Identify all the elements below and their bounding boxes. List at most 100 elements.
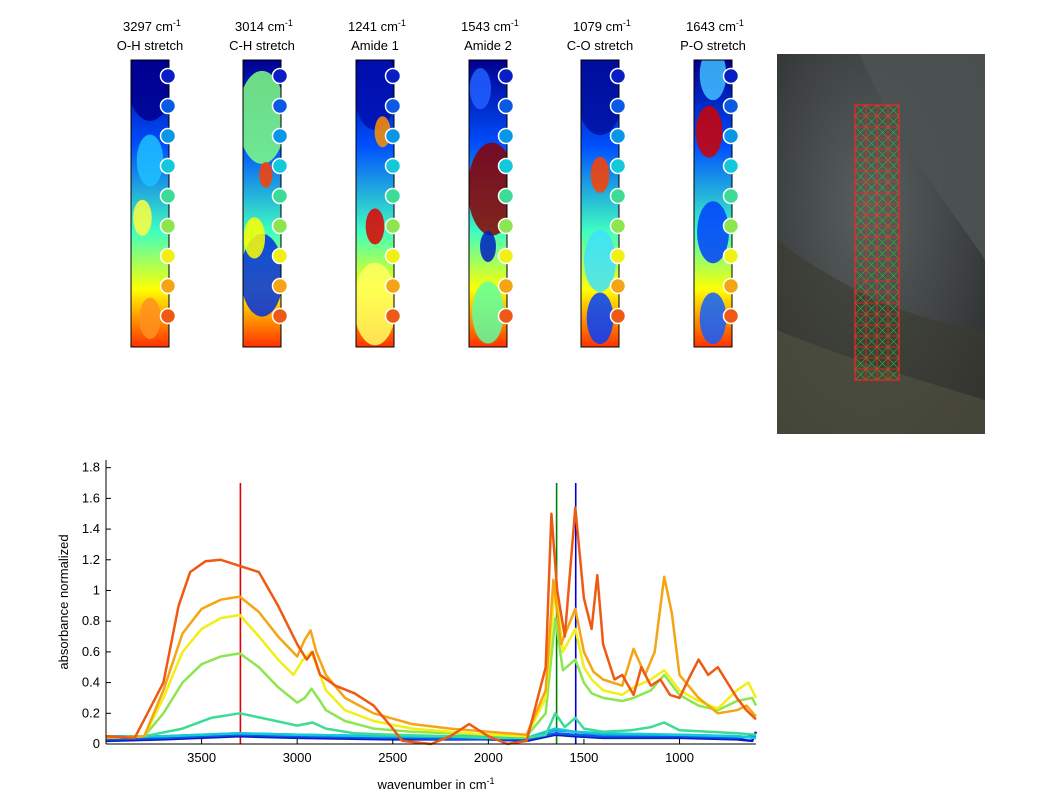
y-tick-label: 0.4 — [82, 675, 100, 690]
position-marker — [497, 67, 515, 85]
y-tick-label: 0.8 — [82, 613, 100, 628]
position-marker — [271, 247, 289, 265]
position-marker — [271, 187, 289, 205]
heatmap-blob — [243, 70, 281, 164]
x-tick-label: 1000 — [665, 750, 694, 765]
spectrum-line — [105, 581, 758, 740]
position-marker — [159, 67, 177, 85]
position-marker — [609, 157, 627, 175]
position-marker — [159, 217, 177, 235]
position-marker — [159, 247, 177, 265]
position-marker — [497, 157, 515, 175]
position-marker — [159, 157, 177, 175]
heatmap-panel: 1543 cm-1 Amide 2 — [461, 18, 519, 348]
heatmap-blob — [699, 60, 727, 101]
heatmap-wavenumber: 1079 cm-1 — [573, 18, 631, 34]
heatmap-panel: 1079 cm-1 C-O stretch — [567, 18, 633, 348]
heatmap-panel: 3297 cm-1 O-H stretch — [117, 18, 183, 348]
microscope-image — [777, 54, 985, 434]
heatmap-wavenumber: 3014 cm-1 — [235, 18, 293, 34]
heatmap-blob — [697, 201, 729, 264]
position-marker — [384, 247, 402, 265]
heatmap-band: C-H stretch — [229, 38, 295, 53]
y-tick-label: 1 — [93, 582, 100, 597]
position-marker — [159, 187, 177, 205]
x-tick-label: 2000 — [474, 750, 503, 765]
y-tick-label: 1.8 — [82, 460, 100, 475]
position-marker — [384, 307, 402, 325]
y-tick-label: 0.6 — [82, 644, 100, 659]
position-marker — [609, 277, 627, 295]
heatmap-blob — [590, 156, 610, 193]
heatmap-blob — [472, 281, 504, 344]
heatmap-blob — [131, 60, 169, 121]
position-marker — [722, 157, 740, 175]
heatmap-panel: 1241 cm-1 Amide 1 — [348, 18, 406, 348]
position-marker — [271, 277, 289, 295]
position-marker — [722, 277, 740, 295]
heatmap-blob — [356, 262, 394, 346]
position-marker — [271, 97, 289, 115]
y-tick-label: 0 — [93, 736, 100, 751]
y-axis-label: absorbance normalized — [56, 534, 71, 669]
position-marker — [497, 127, 515, 145]
y-tick-label: 1.6 — [82, 490, 100, 505]
heatmap-wavenumber: 1643 cm-1 — [686, 18, 744, 34]
heatmap-blob — [480, 231, 496, 263]
position-marker — [271, 157, 289, 175]
position-marker — [497, 247, 515, 265]
position-marker — [722, 247, 740, 265]
spectrum-chart: 3500 3000 2500 2000 1500 1000 0 0.2 0.4 0.6 0.8 1 1… — [56, 460, 758, 792]
x-tick-label: 1500 — [569, 750, 598, 765]
position-marker — [384, 67, 402, 85]
position-marker — [609, 217, 627, 235]
heatmap-blob — [469, 68, 492, 110]
heatmap-blob — [581, 60, 619, 136]
heatmap-band: O-H stretch — [117, 38, 183, 53]
heatmap-blob — [259, 161, 273, 188]
heatmap-blob — [584, 229, 616, 292]
x-tick-label: 3000 — [283, 750, 312, 765]
x-tick-label: 3500 — [187, 750, 216, 765]
position-marker — [159, 277, 177, 295]
position-marker — [609, 307, 627, 325]
position-marker — [384, 157, 402, 175]
heatmap-blob — [586, 292, 614, 345]
y-tick-label: 1.2 — [82, 552, 100, 567]
heatmap-wavenumber: 3297 cm-1 — [123, 18, 181, 34]
measurement-grid — [854, 104, 900, 381]
heatmap-panel: 3014 cm-1 C-H stretch — [229, 18, 295, 348]
position-marker — [384, 97, 402, 115]
position-marker — [159, 307, 177, 325]
x-tick-label: 2500 — [378, 750, 407, 765]
position-marker — [271, 67, 289, 85]
spectrum-line — [105, 575, 757, 740]
heatmap-band: P-O stretch — [680, 38, 746, 53]
position-marker — [722, 97, 740, 115]
position-marker — [609, 67, 627, 85]
spectrum-line — [105, 506, 757, 746]
position-marker — [609, 127, 627, 145]
y-tick-label: 0.2 — [82, 705, 100, 720]
heatmap-wavenumber: 1241 cm-1 — [348, 18, 406, 34]
heatmap-wavenumber: 1543 cm-1 — [461, 18, 519, 34]
position-marker — [497, 97, 515, 115]
position-marker — [609, 97, 627, 115]
heatmap-blob — [243, 217, 266, 259]
heatmap-blob — [699, 292, 727, 345]
heatmap-band: C-O stretch — [567, 38, 633, 53]
position-marker — [609, 187, 627, 205]
position-marker — [497, 187, 515, 205]
heatmap-blob — [136, 134, 164, 187]
spectrum-line — [105, 731, 758, 743]
heatmap-panel: 1643 cm-1 P-O stretch — [680, 18, 746, 348]
position-marker — [159, 97, 177, 115]
position-marker — [722, 217, 740, 235]
heatmap-blob — [133, 199, 152, 236]
position-marker — [384, 187, 402, 205]
position-marker — [722, 127, 740, 145]
heatmap-blob — [139, 297, 161, 339]
position-marker — [271, 307, 289, 325]
position-marker — [722, 187, 740, 205]
